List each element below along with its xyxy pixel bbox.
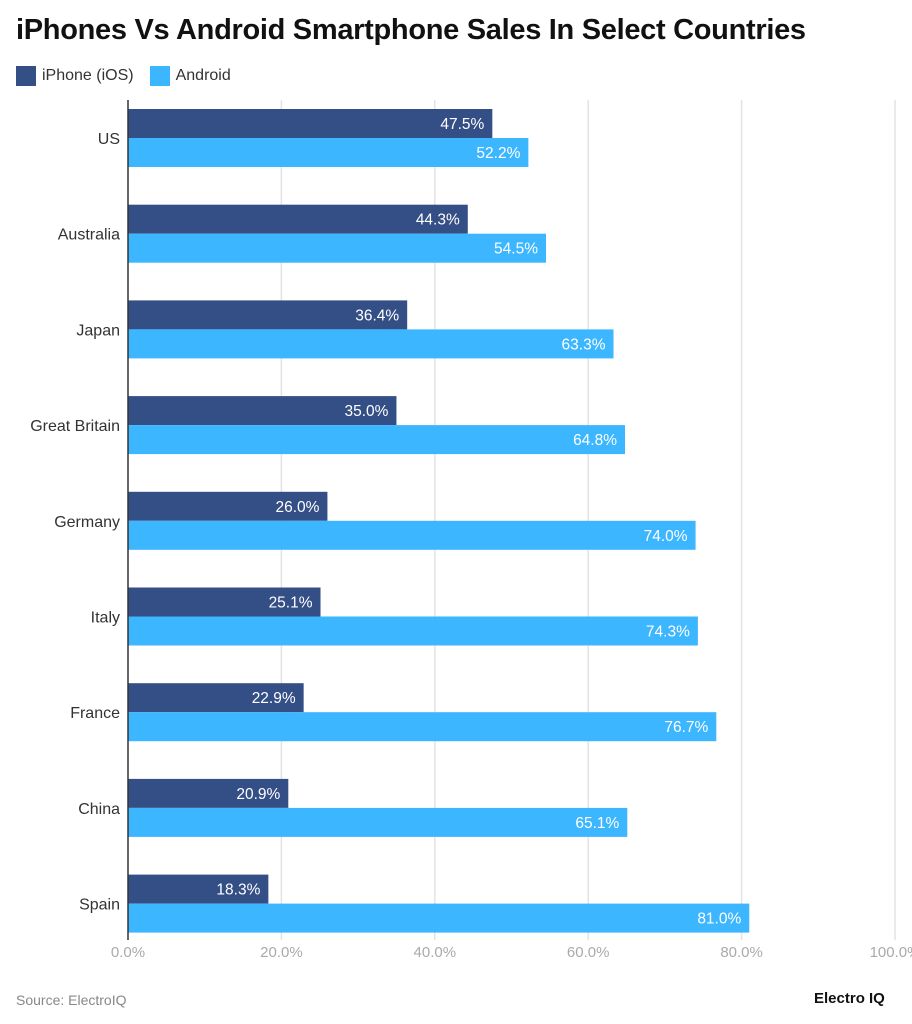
bar-iphone [128, 683, 304, 713]
legend-label-iphone: iPhone (iOS) [42, 67, 134, 84]
bar-iphone [128, 396, 397, 426]
data-label: 18.3% [216, 882, 260, 899]
data-label: 63.3% [562, 336, 606, 353]
legend-swatch-android [149, 66, 170, 86]
x-tick-label: 80.0% [720, 944, 763, 961]
data-label: 54.5% [494, 241, 538, 258]
data-label: 47.5% [440, 116, 484, 133]
legend: iPhone (iOS) Android [16, 66, 247, 86]
bar-android [128, 329, 614, 359]
category-label: Germany [54, 514, 120, 531]
bar-iphone [128, 874, 269, 904]
data-label: 25.1% [269, 595, 313, 612]
data-label: 81.0% [697, 911, 741, 928]
data-label: 74.0% [644, 528, 688, 545]
category-label: US [98, 131, 120, 148]
x-tick-label: 40.0% [414, 944, 457, 961]
data-label: 52.2% [476, 145, 520, 162]
data-label: 64.8% [573, 432, 617, 449]
bar-iphone [128, 778, 289, 808]
bar-android [128, 425, 626, 455]
data-label: 26.0% [275, 499, 319, 516]
bar-android [128, 712, 717, 742]
category-label: Great Britain [30, 418, 120, 435]
bar-iphone [128, 491, 328, 521]
bar-android [128, 520, 696, 550]
bar-android [128, 903, 750, 933]
bar-android [128, 233, 547, 263]
source-label: Source: ElectroIQ [16, 992, 127, 1008]
x-tick-label: 20.0% [260, 944, 303, 961]
bar-iphone [128, 204, 468, 234]
data-label: 20.9% [236, 786, 280, 803]
chart-title: iPhones Vs Android Smartphone Sales In S… [16, 14, 806, 46]
data-label: 76.7% [664, 719, 708, 736]
category-label: China [78, 801, 120, 818]
data-label: 36.4% [355, 307, 399, 324]
bar-android [128, 616, 698, 646]
category-label: Australia [58, 227, 120, 244]
data-label: 22.9% [252, 690, 296, 707]
x-tick-label: 60.0% [567, 944, 610, 961]
data-label: 35.0% [344, 403, 388, 420]
bar-android [128, 807, 628, 837]
legend-item-iphone: iPhone (iOS) [16, 66, 134, 86]
data-label: 65.1% [575, 815, 619, 832]
legend-item-android: Android [149, 66, 231, 86]
x-tick-label: 0.0% [111, 944, 145, 961]
category-label: Italy [91, 610, 120, 627]
electroiq-logo: Electro IQ [814, 990, 885, 1007]
bar-iphone [128, 300, 408, 330]
legend-label-android: Android [175, 67, 231, 84]
category-label: Japan [76, 322, 120, 339]
bar-iphone [128, 109, 493, 138]
x-tick-label: 100.0% [870, 944, 912, 961]
category-label: France [70, 705, 120, 722]
data-label: 44.3% [416, 212, 460, 229]
data-label: 74.3% [646, 624, 690, 641]
legend-swatch-iphone [16, 66, 36, 86]
bar-iphone [128, 587, 321, 617]
bar-android [128, 138, 529, 167]
category-label: Spain [79, 897, 120, 914]
